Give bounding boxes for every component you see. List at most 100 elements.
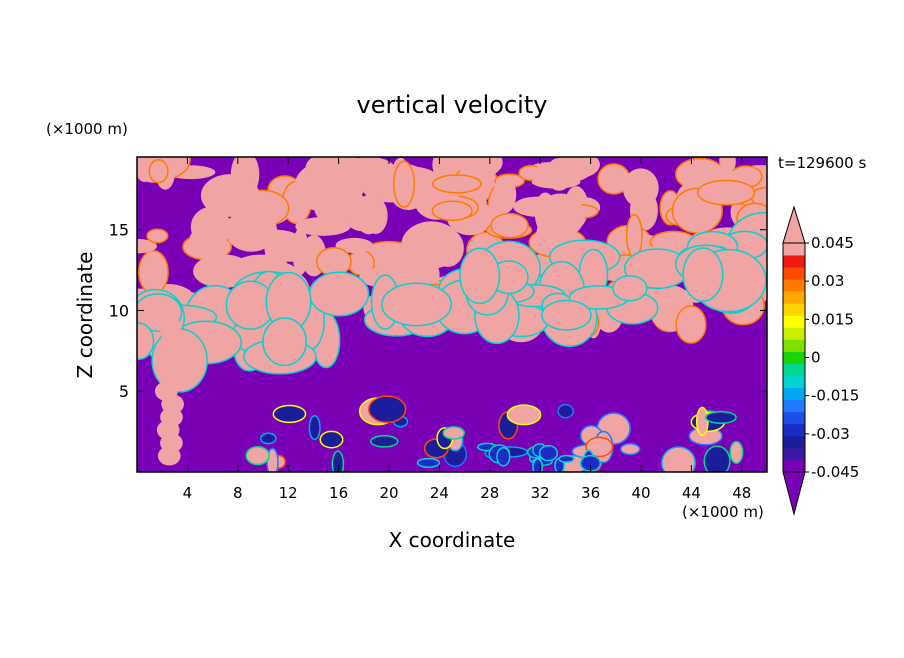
contour-region	[335, 237, 374, 254]
contour-region	[675, 305, 707, 344]
colorbar-band	[783, 303, 805, 316]
colorbar-band	[783, 279, 805, 292]
contour-region	[558, 454, 575, 463]
contour-region	[729, 440, 744, 464]
colorbar-band	[783, 267, 805, 280]
contour-region	[331, 450, 345, 472]
y-tick-label: 5	[119, 382, 129, 401]
contour-region	[185, 240, 228, 255]
y-tick-label: 10	[109, 301, 129, 320]
contour-region	[622, 168, 659, 208]
contour-region	[381, 282, 453, 327]
colorbar-band	[783, 435, 805, 449]
x-axis-label: X coordinate	[389, 528, 516, 552]
contour-region	[370, 434, 399, 448]
colorbar-band	[783, 351, 805, 364]
contour-field	[137, 157, 767, 472]
x-tick-label: 8	[233, 484, 243, 502]
contour-region	[703, 445, 731, 472]
contour-region	[432, 157, 457, 181]
contour-region	[319, 430, 344, 449]
contour-region	[292, 227, 309, 275]
contour-region	[619, 443, 641, 456]
colorbar-under-triangle	[782, 471, 806, 516]
contour-region	[146, 228, 169, 244]
x-tick-label: 48	[732, 484, 751, 502]
contour-region	[312, 157, 338, 198]
contour-region	[705, 410, 737, 425]
colorbar-band	[783, 291, 805, 304]
y-ticks: 5 10 15	[109, 221, 767, 401]
x-tick-label: 24	[430, 484, 449, 502]
chart-title: vertical velocity	[357, 91, 548, 119]
x-tick-label: 4	[183, 484, 193, 502]
colorbar-tick-label: 0.045	[811, 234, 854, 252]
colorbar-tick-label: 0.015	[811, 310, 854, 328]
contour-region	[496, 446, 511, 467]
contour-region	[442, 426, 466, 440]
x-tick-label: 44	[682, 484, 701, 502]
contour-region	[272, 404, 307, 424]
colorbar-band	[783, 327, 805, 340]
contour-region	[493, 175, 517, 214]
colorbar-band	[783, 315, 805, 328]
plot-frame	[136, 156, 768, 473]
colorbar-tick-label: 0.03	[811, 272, 844, 290]
x-ticks: 4 8 12 16 20 24 28 32 36 40 44 48	[183, 157, 751, 502]
contour-region	[612, 275, 648, 302]
colorbar-band	[783, 375, 805, 389]
x-tick-label: 16	[329, 484, 348, 502]
contour-region	[315, 246, 352, 277]
y-unit-label: (×1000 m)	[46, 120, 128, 138]
colorbar-band	[783, 243, 805, 256]
contour-region	[240, 229, 298, 245]
contour-region	[363, 197, 388, 234]
y-tick-label: 15	[109, 221, 129, 240]
contour-region	[401, 221, 462, 269]
contour-region	[541, 299, 592, 331]
contour-region	[341, 167, 365, 201]
colorbar-tick-label: -0.045	[811, 463, 859, 481]
colorbar-tick-label: -0.015	[811, 387, 859, 405]
contour-region	[416, 457, 441, 468]
contour-region	[695, 406, 709, 436]
contour-region	[245, 446, 270, 466]
x-tick-label: 12	[279, 484, 298, 502]
colorbar-band	[783, 363, 805, 376]
contour-region	[682, 247, 724, 302]
contour-region	[138, 250, 169, 295]
contour-region	[535, 193, 585, 238]
colorbar-tick-label: 0	[811, 349, 821, 367]
x-unit-label: (×1000 m)	[682, 503, 764, 521]
contour-region	[696, 179, 756, 206]
contour-region	[538, 444, 559, 462]
colorbar-band	[783, 399, 805, 413]
contour-region	[455, 157, 503, 178]
colorbar-band	[783, 459, 805, 473]
contour-region	[506, 404, 542, 426]
colorbar-band	[783, 423, 805, 437]
contour-region	[259, 432, 277, 445]
contour-region	[393, 160, 415, 208]
contour-region	[459, 247, 501, 305]
x-tick-label: 32	[531, 484, 550, 502]
contour-region	[308, 271, 370, 317]
contour-region	[137, 322, 155, 361]
x-tick-label: 36	[581, 484, 600, 502]
time-label: t=129600 s	[778, 154, 866, 172]
y-axis-label: Z coordinate	[73, 252, 97, 379]
colorbar-over-triangle	[782, 205, 806, 244]
contour-region	[148, 159, 169, 184]
contour-region	[367, 395, 407, 424]
contour-region	[200, 174, 260, 217]
colorbar-band	[783, 387, 805, 401]
contour-region	[661, 446, 696, 472]
colorbar-band	[783, 411, 805, 425]
colorbar-band	[783, 255, 805, 268]
contour-region	[155, 304, 178, 324]
contour-region	[545, 157, 573, 191]
contour-region	[432, 174, 482, 194]
contour-region	[490, 212, 529, 239]
